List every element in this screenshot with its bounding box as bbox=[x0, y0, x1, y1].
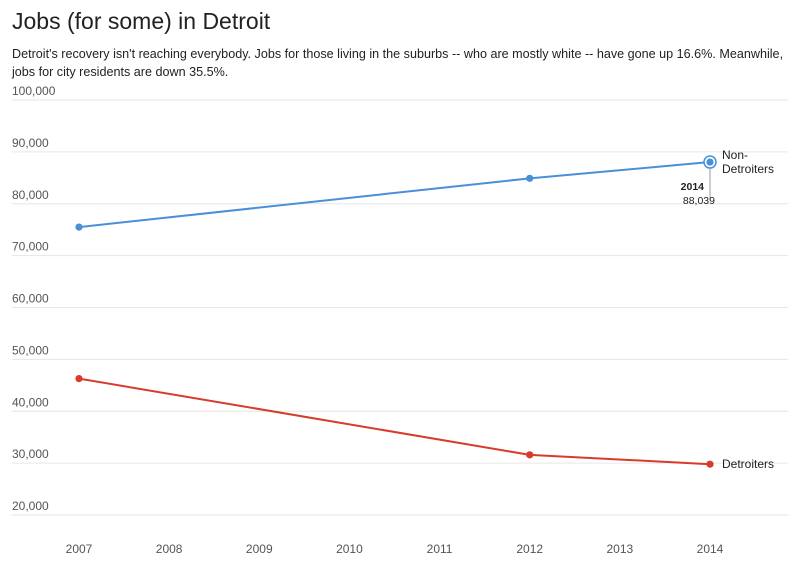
y-tick-label: 90,000 bbox=[12, 136, 49, 150]
x-axis: 2007 2008 2009 2010 2011 2012 2013 2014 bbox=[66, 542, 724, 556]
chart-subtitle: Detroit's recovery isn't reaching everyb… bbox=[12, 47, 784, 79]
data-point[interactable] bbox=[75, 374, 83, 383]
x-tick-label: 2010 bbox=[336, 542, 363, 556]
highlight-point[interactable] bbox=[706, 158, 714, 166]
chart-title: Jobs (for some) in Detroit bbox=[12, 8, 271, 34]
x-tick-label: 2014 bbox=[697, 542, 724, 556]
gridlines bbox=[12, 99, 788, 516]
hover-tooltip: 2014 88,039 bbox=[681, 155, 717, 207]
y-axis: 20,000 30,000 40,000 50,000 60,000 70,000 80,0… bbox=[12, 84, 56, 513]
series-end-label: Non- bbox=[722, 148, 748, 162]
x-tick-label: 2011 bbox=[427, 542, 453, 556]
x-tick-label: 2013 bbox=[607, 542, 634, 556]
y-tick-label: 100,000 bbox=[12, 84, 56, 98]
tooltip-year: 2014 bbox=[681, 181, 705, 193]
tooltip-value: 88,039 bbox=[683, 195, 715, 207]
series-end-label: Detroiters bbox=[722, 457, 774, 471]
x-tick-label: 2007 bbox=[66, 542, 93, 556]
y-tick-label: 70,000 bbox=[12, 240, 49, 254]
y-tick-label: 80,000 bbox=[12, 188, 49, 202]
x-tick-label: 2009 bbox=[246, 542, 273, 556]
y-tick-label: 20,000 bbox=[12, 499, 49, 513]
x-tick-label: 2012 bbox=[516, 542, 543, 556]
y-tick-label: 50,000 bbox=[12, 343, 49, 357]
series-line bbox=[78, 161, 711, 229]
series-detroiters: Detroiters bbox=[75, 374, 774, 471]
y-tick-label: 60,000 bbox=[12, 292, 49, 306]
series-line bbox=[78, 377, 711, 466]
data-point[interactable] bbox=[526, 174, 534, 182]
y-tick-label: 30,000 bbox=[12, 447, 49, 461]
data-point[interactable] bbox=[526, 451, 534, 459]
series-end-label: Detroiters bbox=[722, 162, 774, 176]
data-point[interactable] bbox=[75, 223, 83, 231]
x-tick-label: 2008 bbox=[156, 542, 183, 556]
y-tick-label: 40,000 bbox=[12, 395, 49, 409]
data-point[interactable] bbox=[706, 460, 714, 468]
series-non-detroiters: Non-Detroiters bbox=[75, 148, 774, 231]
